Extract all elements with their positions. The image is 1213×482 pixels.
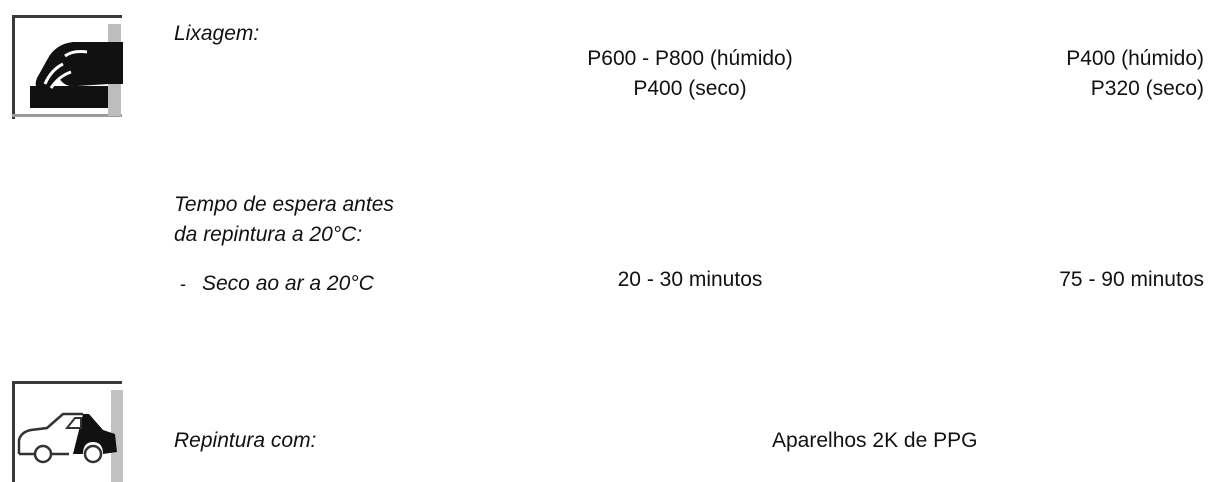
waiting-sub-bullet: - <box>180 274 186 294</box>
sanding-col1-line1: P600 - P800 (húmido) <box>587 47 793 70</box>
waiting-label-line1: Tempo de espera antes <box>174 193 394 216</box>
sanding-icon-box <box>11 14 123 120</box>
waiting-col2: 75 - 90 minutos <box>1059 268 1204 291</box>
hand-sanding-icon <box>11 14 123 120</box>
sanding-col2-line2: P320 (seco) <box>1090 77 1204 100</box>
waiting-label: Tempo de espera antes da repintura a 20°… <box>174 190 394 250</box>
recoat-label: Repintura com: <box>174 429 317 452</box>
recoat-icon-box <box>11 380 123 482</box>
recoat-value: Aparelhos 2K de PPG <box>772 429 978 452</box>
sanding-label: Lixagem: <box>174 22 260 45</box>
sanding-col1-line2: P400 (seco) <box>633 77 747 100</box>
sanding-col2-line1: P400 (húmido) <box>1066 47 1204 70</box>
sanding-col1: P600 - P800 (húmido) P400 (seco) <box>520 44 860 104</box>
sanding-col2: P400 (húmido) P320 (seco) <box>960 44 1204 104</box>
waiting-label-line2: da repintura a 20°C: <box>174 223 363 246</box>
car-repaint-icon <box>11 380 123 482</box>
waiting-sub-label: Seco ao ar a 20°C <box>202 272 374 295</box>
waiting-sub-item: - Seco ao ar a 20°C <box>180 269 374 299</box>
waiting-col1: 20 - 30 minutos <box>617 268 763 291</box>
